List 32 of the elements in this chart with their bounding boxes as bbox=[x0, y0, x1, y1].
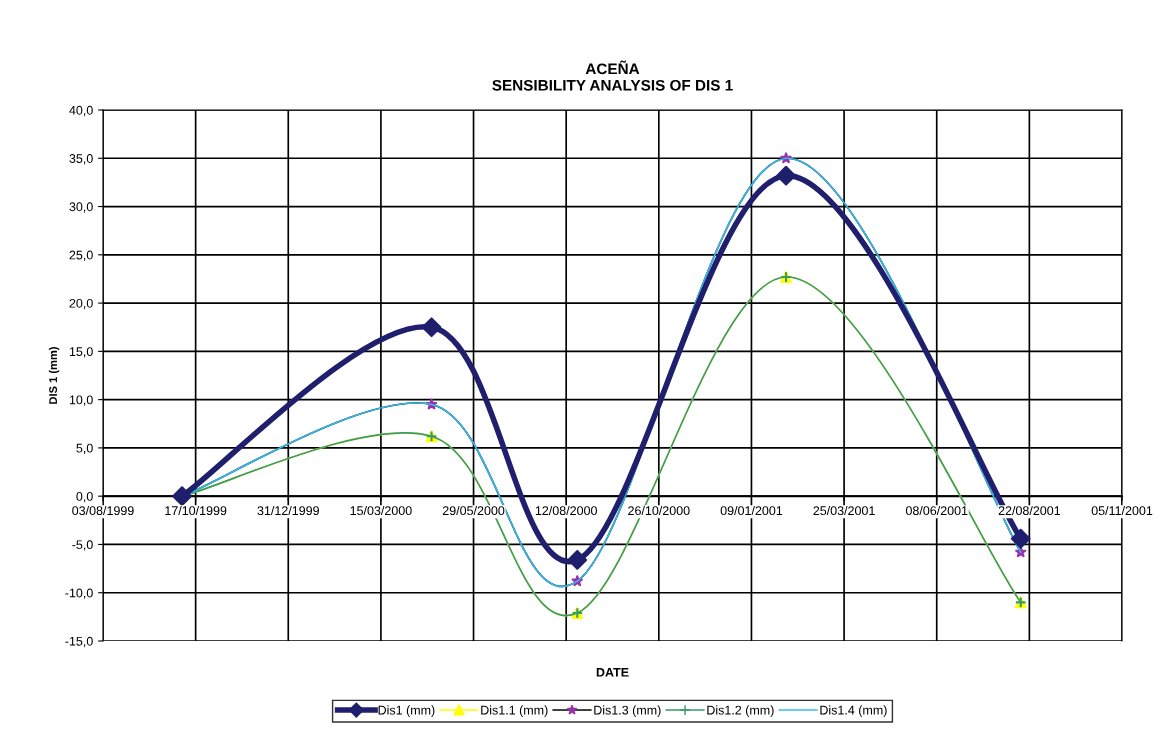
y-tick-label: -15,0 bbox=[65, 636, 93, 648]
y-tick-label: 20,0 bbox=[69, 298, 93, 310]
legend-label: Dis1.4 (mm) bbox=[820, 705, 887, 717]
x-axis-title: DATE bbox=[596, 668, 629, 677]
x-tick-label: 22/08/2001 bbox=[998, 505, 1061, 516]
y-tick-label: -5,0 bbox=[72, 540, 93, 551]
x-tick-label: 29/05/2000 bbox=[442, 505, 505, 516]
x-tick-label: 12/08/2000 bbox=[535, 505, 597, 516]
x-tick-label: 05/11/2001 bbox=[1091, 505, 1153, 516]
x-tick-label: 17/10/1999 bbox=[165, 505, 227, 516]
x-tick-label: 08/06/2001 bbox=[905, 505, 968, 516]
x-tick-label: 26/10/2000 bbox=[628, 505, 690, 516]
y-tick-label: 10,0 bbox=[69, 395, 93, 406]
y-tick-label: 0,0 bbox=[76, 491, 93, 503]
y-tick-label: 30,0 bbox=[69, 202, 93, 213]
y-tick-label: 5,0 bbox=[76, 443, 93, 455]
x-tick-label: 31/12/1999 bbox=[257, 505, 319, 516]
legend-label: Dis1 (mm) bbox=[378, 705, 435, 717]
legend-label: Dis1.1 (mm) bbox=[481, 705, 548, 717]
x-tick-label: 03/08/1999 bbox=[72, 505, 134, 516]
x-tick-label: 15/03/2000 bbox=[350, 505, 412, 516]
y-axis-title: DIS 1 (mm) bbox=[48, 347, 60, 404]
y-tick-label: 25,0 bbox=[69, 250, 93, 261]
legend-label: Dis1.3 (mm) bbox=[594, 705, 661, 717]
legend-label: Dis1.2 (mm) bbox=[707, 705, 774, 717]
x-tick-label: 25/03/2001 bbox=[813, 505, 875, 516]
chart-title: ACEÑA SENSIBILITY ANALYSIS OF DIS 1 bbox=[492, 60, 733, 91]
y-tick-label: 35,0 bbox=[69, 154, 93, 165]
y-tick-label: 40,0 bbox=[69, 105, 93, 117]
x-tick-label: 09/01/2001 bbox=[720, 505, 783, 516]
y-tick-label: -10,0 bbox=[65, 588, 93, 599]
y-tick-label: 15,0 bbox=[69, 347, 93, 358]
